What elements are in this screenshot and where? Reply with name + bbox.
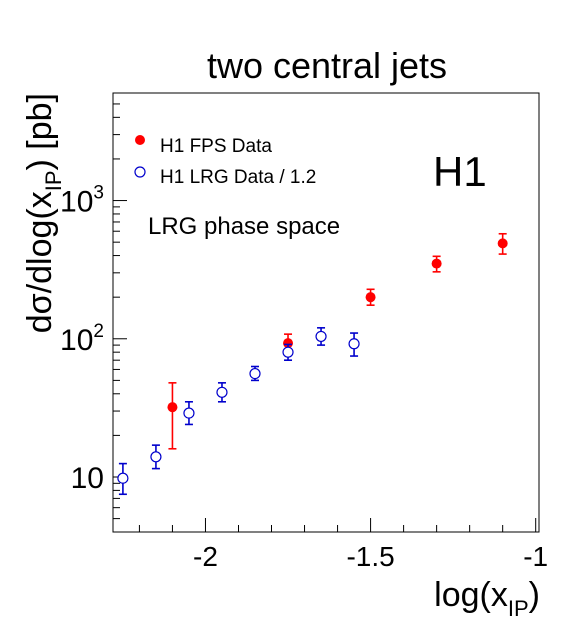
x-axis-title-sub: IP <box>508 596 529 621</box>
series-fps <box>167 232 508 450</box>
y-tick-label-base: 10 <box>60 324 93 357</box>
data-point <box>117 472 129 484</box>
legend-label-fps: H1 FPS Data <box>160 136 272 157</box>
series-lrg <box>117 327 360 496</box>
experiment-label: H1 <box>433 148 487 195</box>
y-axis-title-main: dσ/dlog(x <box>21 191 59 333</box>
y-tick-label-base: 10 <box>60 186 93 219</box>
plot-frame <box>112 92 540 533</box>
y-tick-label: 103 <box>60 183 104 219</box>
y-tick-label-exponent: 3 <box>93 183 104 204</box>
x-tick-label: -1 <box>523 541 548 572</box>
data-point <box>431 258 442 269</box>
data-point <box>249 367 261 380</box>
data-point <box>315 330 327 343</box>
x-axis: -2 -1.5 -1 <box>138 518 548 572</box>
y-tick-label-exponent: 2 <box>93 321 104 342</box>
legend-label-lrg: H1 LRG Data / 1.2 <box>160 167 316 188</box>
data-point <box>216 386 228 398</box>
legend: H1 FPS Data H1 LRG Data / 1.2 <box>134 135 316 188</box>
y-axis-title: dσ/dlog(xIP) [pb] <box>21 93 66 333</box>
data-point <box>150 451 162 463</box>
data-marks <box>117 232 508 496</box>
y-tick-label: 10 <box>71 462 104 495</box>
x-tick-label: -1.5 <box>346 541 394 572</box>
data-point <box>283 338 294 349</box>
y-axis-title-sub: IP <box>41 170 66 191</box>
x-axis-title: log(xIP) <box>434 576 540 621</box>
data-point <box>183 407 195 419</box>
legend-marker-fps <box>135 135 145 145</box>
data-point <box>348 338 360 350</box>
data-point <box>167 402 178 413</box>
y-tick-label-base: 10 <box>71 462 104 495</box>
phase-space-label: LRG phase space <box>148 213 340 240</box>
data-point <box>365 292 376 303</box>
y-axis-title-tail: ) [pb] <box>21 93 59 170</box>
chart-title: two central jets <box>207 45 447 86</box>
data-point <box>282 346 294 358</box>
x-axis-title-tail: ) <box>529 576 540 614</box>
legend-marker-lrg <box>134 166 146 178</box>
data-point <box>497 238 508 249</box>
x-axis-title-base: log(x <box>434 576 508 614</box>
y-tick-label: 102 <box>60 321 104 357</box>
x-tick-label: -2 <box>193 541 218 572</box>
